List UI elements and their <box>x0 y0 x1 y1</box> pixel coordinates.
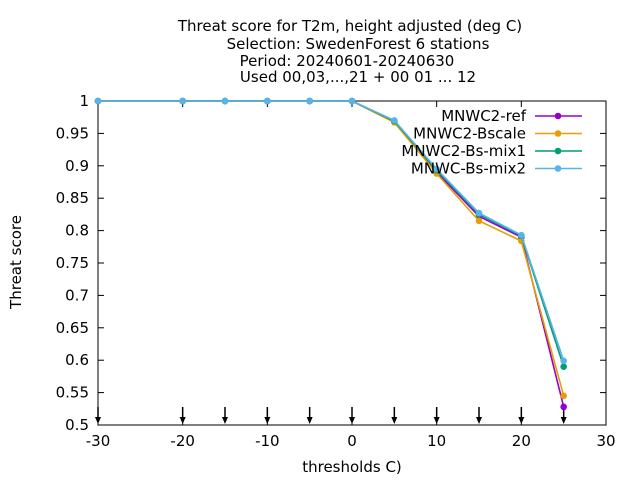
data-point <box>475 217 483 225</box>
data-point <box>264 97 271 105</box>
x-tick-label: -10 <box>255 432 280 450</box>
threshold-arrow <box>349 407 355 424</box>
legend-entry: MNWC2-Bs-mix1 <box>401 142 582 160</box>
title-line-4: Used 00,03,...,21 + 00 01 ... 12 <box>240 68 476 86</box>
y-tick-label: 0.95 <box>56 124 89 142</box>
data-point <box>221 97 229 105</box>
y-tick-label: 0.5 <box>65 416 89 434</box>
y-tick-label: 1 <box>79 92 89 110</box>
x-tick-label: 10 <box>427 432 446 450</box>
data-point <box>560 357 567 365</box>
threshold-arrow <box>391 407 398 424</box>
threshold-arrow <box>95 407 101 424</box>
data-point <box>348 97 356 105</box>
threshold-arrow-head <box>95 417 101 424</box>
threshold-arrow <box>306 407 313 424</box>
threshold-arrow <box>264 407 271 424</box>
legend-label: MNWC2-Bscale <box>413 125 526 143</box>
data-point <box>560 403 567 411</box>
title-line-3: Period: 20240601-20240630 <box>240 52 455 70</box>
legend-marker <box>554 130 562 137</box>
data-point <box>518 231 525 239</box>
y-tick-label: 0.6 <box>65 351 89 369</box>
threshold-arrow-head <box>391 417 398 424</box>
threshold-arrow-head <box>264 417 271 424</box>
y-tick-label: 0.55 <box>56 384 89 402</box>
x-tick-label: 0 <box>347 432 357 450</box>
x-tick-label: -20 <box>170 432 195 450</box>
data-point <box>306 97 313 105</box>
data-point <box>560 392 567 400</box>
legend-entry: MNWC2-ref <box>441 107 582 125</box>
legend-entry: MNWC-Bs-mix2 <box>411 160 582 178</box>
threshold-arrow-head <box>222 417 228 424</box>
threshold-arrow-head <box>476 417 482 424</box>
threshold-arrow-head <box>306 417 313 424</box>
y-tick-label: 0.85 <box>56 189 89 207</box>
x-axis-label: thresholds C) <box>302 458 402 476</box>
legend-marker <box>554 165 562 172</box>
legend-label: MNWC2-ref <box>441 107 526 125</box>
y-tick-label: 0.75 <box>56 254 89 272</box>
legend-label: MNWC2-Bs-mix1 <box>401 142 526 160</box>
plot-area: 0.5 0.55 0.6 0.65 0.7 0.75 0.8 0.85 0.9 0.95 1 -30 -… <box>56 92 616 450</box>
data-point <box>433 165 440 173</box>
threshold-arrow-head <box>179 417 186 424</box>
title-line-2: Selection: SwedenForest 6 stations <box>227 35 490 53</box>
y-tick-label: 0.7 <box>65 286 89 304</box>
threshold-arrow-head <box>433 417 440 424</box>
data-point <box>391 117 398 124</box>
legend: MNWC2-refMNWC2-BscaleMNWC2-Bs-mix1MNWC-B… <box>401 107 582 178</box>
y-tick-label: 0.9 <box>65 157 89 175</box>
x-tick-label: -30 <box>86 432 111 450</box>
legend-entry: MNWC2-Bscale <box>413 125 582 143</box>
title-line-1: Threat score for T2m, height adjusted (d… <box>177 17 522 35</box>
threshold-arrow <box>433 407 440 424</box>
threshold-arrow-head <box>518 417 525 424</box>
y-axis-label: Threat score <box>7 215 25 310</box>
threshold-arrow <box>518 407 525 424</box>
legend-marker <box>554 147 562 155</box>
series-mnwc-bs-mix2 <box>94 97 567 365</box>
threshold-arrow <box>476 407 482 424</box>
threshold-arrow <box>222 407 228 424</box>
chart-title: Threat score for T2m, height adjusted (d… <box>177 17 522 86</box>
y-tick-label: 0.65 <box>56 319 89 337</box>
data-point <box>179 97 186 105</box>
legend-label: MNWC-Bs-mix2 <box>411 160 526 178</box>
x-tick-label: 30 <box>596 432 615 450</box>
y-tick-label: 0.8 <box>65 222 89 240</box>
threshold-arrow <box>179 407 186 424</box>
threshold-arrow-head <box>560 417 567 424</box>
x-tick-label: 20 <box>512 432 531 450</box>
threshold-arrow-head <box>349 417 355 424</box>
data-point <box>475 209 483 217</box>
data-point <box>560 363 567 370</box>
legend-marker <box>554 112 562 120</box>
data-point <box>94 97 102 105</box>
